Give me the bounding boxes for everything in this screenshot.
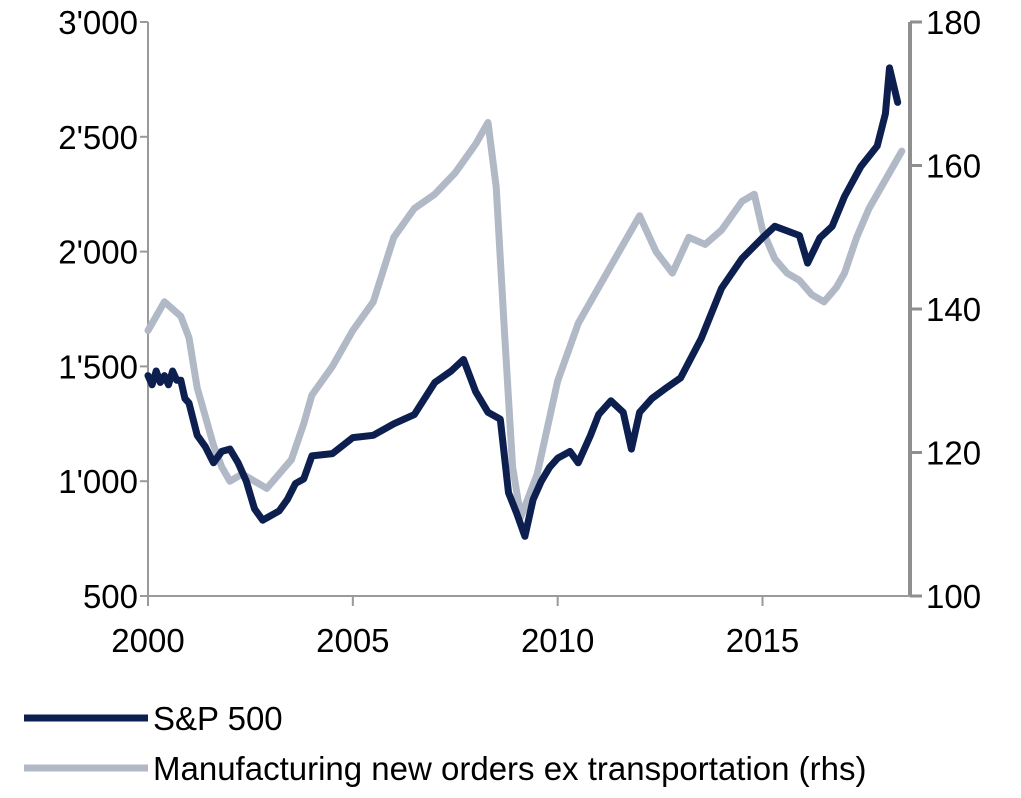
- left-axis: 500 1'000 1'500 2'000 2'500 3'000: [58, 4, 149, 615]
- right-tick-label: 160: [926, 148, 981, 185]
- right-tick-label: 180: [926, 4, 981, 41]
- x-tick-label: 2010: [521, 622, 594, 659]
- legend: S&P 500 Manufacturing new orders ex trans…: [24, 700, 867, 787]
- left-tick-label: 500: [83, 578, 138, 615]
- manufacturing-orders-line: [144, 119, 906, 521]
- left-tick-label: 2'500: [58, 119, 138, 156]
- right-tick-label: 100: [926, 578, 981, 615]
- x-tick-label: 2015: [726, 622, 799, 659]
- legend-label: Manufacturing new orders ex transportati…: [153, 750, 867, 787]
- series-layer: [144, 64, 906, 540]
- right-tick-label: 140: [926, 291, 981, 328]
- sp500-line: [144, 64, 902, 540]
- legend-label: S&P 500: [153, 700, 283, 737]
- left-tick-label: 2'000: [58, 234, 138, 271]
- left-tick-label: 1'000: [58, 463, 138, 500]
- x-axis: 2000 2005 2010 2015: [111, 595, 910, 659]
- left-tick-label: 1'500: [58, 348, 138, 385]
- left-tick-label: 3'000: [58, 4, 138, 41]
- x-tick-label: 2005: [316, 622, 389, 659]
- right-tick-label: 120: [926, 435, 981, 472]
- x-tick-label: 2000: [111, 622, 184, 659]
- right-axis: 100 120 140 160 180: [908, 4, 981, 615]
